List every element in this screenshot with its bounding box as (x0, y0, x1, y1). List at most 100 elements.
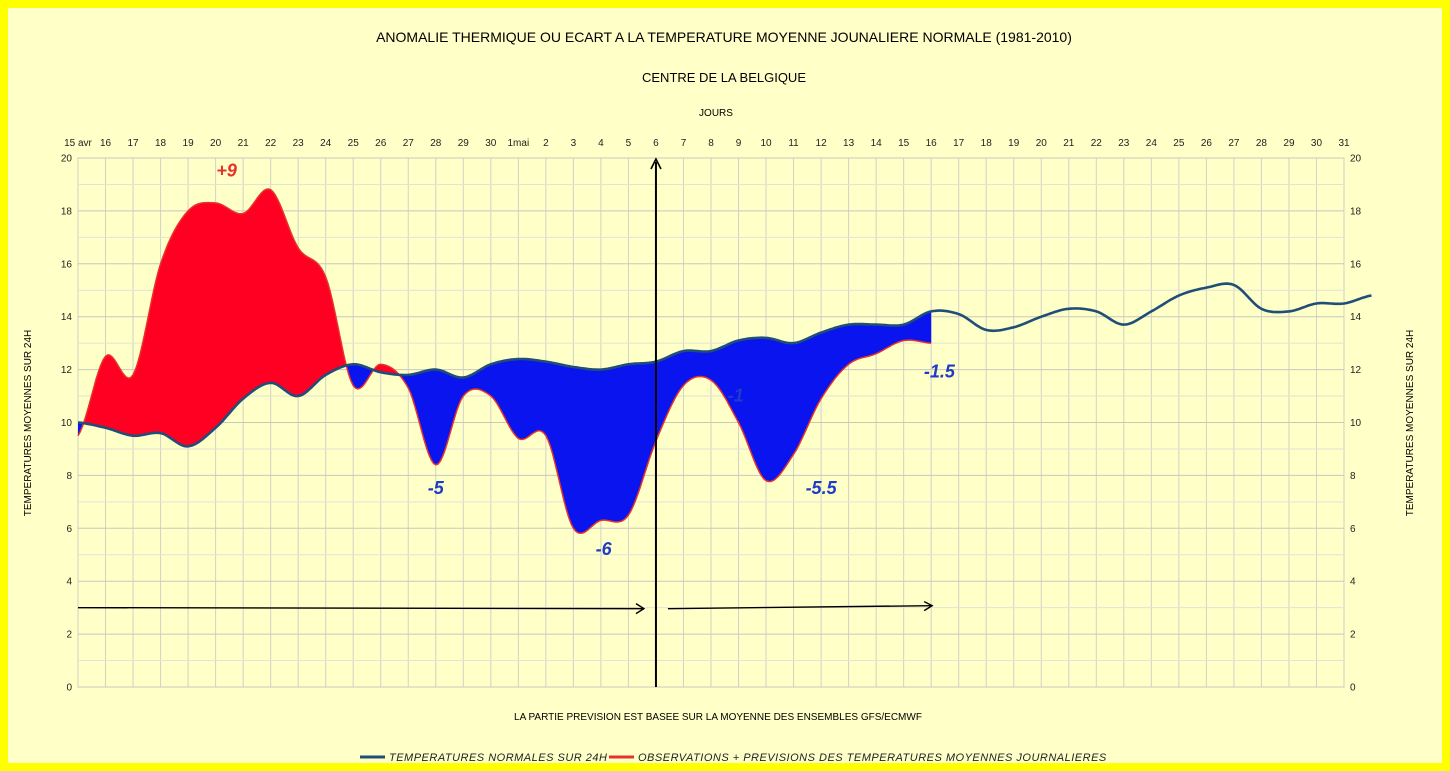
chart-frame: ANOMALIE THERMIQUE OU ECART A LA TEMPERA… (8, 8, 1442, 763)
x-tick-label: 29 (1283, 138, 1295, 149)
y-tick-label: 6 (1350, 524, 1356, 535)
forecast-period-arrow (667, 604, 933, 610)
x-tick-label: 4 (598, 138, 604, 149)
observed-temperature-line (77, 188, 932, 535)
x-tick-label: 5 (626, 138, 632, 149)
x-tick-label: 25 (348, 138, 360, 149)
y-tick-label: 16 (1350, 259, 1362, 270)
x-axis-label: JOURS (699, 108, 733, 119)
y-tick-label: 2 (1350, 630, 1356, 641)
forecast-markers (77, 157, 934, 687)
y-tick-label: 18 (1350, 206, 1362, 217)
anomaly-annotation: -6 (596, 539, 613, 559)
y-tick-label: 8 (1350, 471, 1356, 482)
x-tick-label: 18 (981, 138, 993, 149)
x-tick-label: 18 (155, 138, 167, 149)
anomaly-annotation: -5.5 (806, 478, 838, 498)
cold-anomaly-area (401, 311, 932, 534)
x-tick-label: 28 (1256, 138, 1268, 149)
x-tick-label: 9 (736, 138, 742, 149)
x-tick-label: 21 (238, 138, 250, 149)
legend: TEMPERATURES NORMALES SUR 24H OBSERVATIO… (360, 752, 1107, 763)
x-tick-label: 23 (293, 138, 305, 149)
y-tick-label: 2 (66, 630, 72, 641)
x-tick-label: 2 (543, 138, 549, 149)
x-tick-label: 27 (403, 138, 415, 149)
warm-anomaly-area (84, 189, 347, 447)
x-tick-label: 1mai (508, 138, 530, 149)
y-tick-label: 6 (66, 524, 72, 535)
anomaly-annotations: +9 -5 -6 -1 -5.5 -1.5 (216, 161, 956, 559)
y-tick-label: 10 (1350, 418, 1362, 429)
anomaly-annotation: -1.5 (924, 362, 956, 382)
y-tick-label: 10 (61, 418, 73, 429)
y-tick-label: 18 (61, 206, 73, 217)
x-tick-label: 26 (1201, 138, 1213, 149)
series-lines (77, 188, 1372, 535)
forecast-divider-arrowhead (650, 157, 662, 170)
y-tick-label: 16 (61, 259, 73, 270)
chart-title: ANOMALIE THERMIQUE OU ECART A LA TEMPERA… (376, 29, 1072, 45)
x-tick-label: 16 (100, 138, 112, 149)
y-tick-label: 12 (1350, 365, 1362, 376)
y-tick-label: 8 (66, 471, 72, 482)
normal-temperature-line (77, 282, 1372, 448)
y-tick-label: 20 (1350, 154, 1362, 165)
x-tick-label: 17 (953, 138, 965, 149)
x-tick-label: 6 (653, 138, 659, 149)
x-tick-label: 30 (485, 138, 497, 149)
x-tick-label: 19 (1008, 138, 1020, 149)
anomaly-annotation: -1 (728, 385, 744, 405)
x-tick-label: 3 (571, 138, 577, 149)
x-tick-label: 19 (183, 138, 195, 149)
x-tick-label: 12 (816, 138, 828, 149)
x-tick-label: 7 (681, 138, 687, 149)
x-tick-labels: 15 avr 16 17 18 19 20 21 22 23 24 25 26 27 28 29 30 1mai… (64, 138, 1350, 149)
x-tick-label: 13 (843, 138, 855, 149)
x-tick-label: 26 (375, 138, 387, 149)
x-tick-label: 10 (760, 138, 772, 149)
observation-period-arrowhead (635, 603, 646, 615)
x-tick-label: 23 (1118, 138, 1130, 149)
x-tick-label: 16 (926, 138, 938, 149)
x-tick-label: 17 (127, 138, 139, 149)
x-tick-label: 15 avr (64, 138, 92, 149)
y-axis-label-right: TEMPERATURES MOYENNES SUR 24H (1405, 330, 1416, 517)
legend-label-normal: TEMPERATURES NORMALES SUR 24H (389, 752, 607, 763)
y-tick-label: 4 (1350, 577, 1356, 588)
x-tick-label: 28 (430, 138, 442, 149)
anomaly-annotation: -5 (428, 478, 445, 498)
y-tick-label: 0 (1350, 683, 1356, 694)
x-tick-label: 25 (1173, 138, 1185, 149)
x-tick-label: 11 (788, 138, 799, 149)
x-tick-label: 24 (320, 138, 332, 149)
x-tick-label: 20 (1036, 138, 1048, 149)
y-tick-labels-left: 0 2 4 6 8 10 12 14 16 18 20 (61, 154, 73, 694)
forecast-period-arrowhead (923, 601, 934, 612)
cold-anomaly-area (346, 364, 374, 389)
x-tick-label: 21 (1063, 138, 1075, 149)
x-tick-label: 22 (265, 138, 277, 149)
anomaly-annotation: +9 (216, 161, 237, 181)
legend-label-observed: OBSERVATIONS + PREVISIONS DES TEMPERATUR… (638, 752, 1107, 763)
y-tick-label: 20 (61, 154, 73, 165)
y-tick-label: 0 (66, 683, 72, 694)
y-tick-label: 14 (61, 312, 73, 323)
y-tick-labels-right: 0 2 4 6 8 10 12 14 16 18 20 (1350, 154, 1362, 694)
x-tick-label: 31 (1338, 138, 1350, 149)
forecast-footnote: LA PARTIE PREVISION EST BASEE SUR LA MOY… (514, 712, 922, 723)
x-tick-label: 20 (210, 138, 222, 149)
chart-subtitle: CENTRE DE LA BELGIQUE (642, 70, 806, 85)
x-tick-label: 27 (1228, 138, 1240, 149)
x-tick-label: 29 (458, 138, 470, 149)
observation-period-arrow (77, 606, 644, 610)
y-tick-label: 4 (66, 577, 72, 588)
chart: ANOMALIE THERMIQUE OU ECART A LA TEMPERA… (23, 29, 1416, 763)
x-tick-label: 30 (1311, 138, 1323, 149)
x-tick-label: 24 (1146, 138, 1158, 149)
x-tick-label: 15 (898, 138, 910, 149)
x-tick-label: 14 (871, 138, 883, 149)
y-axis-label-left: TEMPERATURES MOYENNES SUR 24H (23, 330, 34, 517)
x-tick-label: 22 (1091, 138, 1103, 149)
y-tick-label: 14 (1350, 312, 1362, 323)
